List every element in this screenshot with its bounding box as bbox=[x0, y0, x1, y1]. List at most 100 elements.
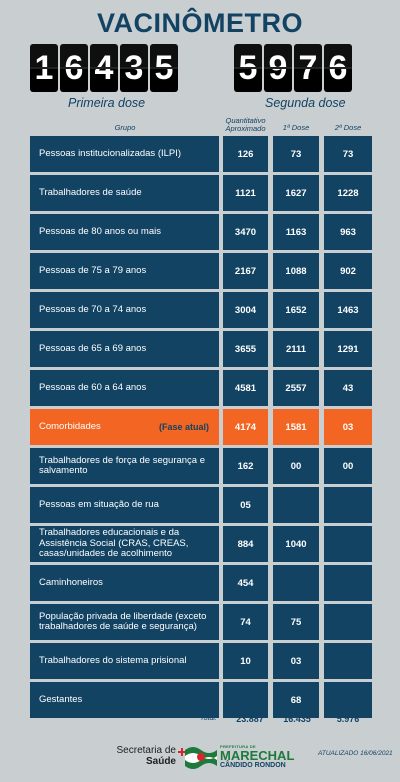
counter-digit: 7 bbox=[294, 44, 322, 92]
group-label-cell: População privada de liberdade (exceto t… bbox=[30, 604, 219, 640]
quantity-cell: 4174 bbox=[223, 409, 268, 445]
dose2-column-header: 2ª Dose bbox=[334, 123, 362, 132]
second-dose-cell bbox=[324, 682, 372, 718]
marechal-text: MARECHAL bbox=[220, 748, 295, 763]
first-dose-cell: 1627 bbox=[273, 175, 319, 211]
prefeitura-text: PREFEITURA DE bbox=[220, 744, 256, 749]
group-label: População privada de liberdade (exceto t… bbox=[39, 610, 207, 632]
quantity-cell: 3004 bbox=[223, 292, 268, 328]
group-label-cell: Comorbidades (Fase atual) bbox=[30, 409, 219, 445]
first-dose-cell: 1581 bbox=[273, 409, 319, 445]
group-label-cell: Trabalhadores do sistema prisional bbox=[30, 643, 219, 679]
second-dose-cell: 902 bbox=[324, 253, 372, 289]
first-dose-cell: 2557 bbox=[273, 370, 319, 406]
red-cross-icon bbox=[178, 748, 186, 756]
first-dose-cell: 03 bbox=[273, 643, 319, 679]
group-label-cell: Pessoas de 65 a 69 anos bbox=[30, 331, 219, 367]
group-label: Trabalhadores de força de segurança e sa… bbox=[39, 454, 206, 476]
counter-digit: 5 bbox=[234, 44, 262, 92]
counter-digit: 9 bbox=[264, 44, 292, 92]
first-dose-cell: 75 bbox=[273, 604, 319, 640]
table-row: Trabalhadores de força de segurança e sa… bbox=[30, 448, 372, 484]
first-dose-label: Primeira dose bbox=[68, 96, 146, 110]
first-dose-cell: 1040 bbox=[273, 526, 319, 562]
quantity-cell: 884 bbox=[223, 526, 268, 562]
table-row: População privada de liberdade (exceto t… bbox=[30, 604, 372, 640]
second-dose-cell: 03 bbox=[324, 409, 372, 445]
page-title: VACINÔMETRO bbox=[97, 8, 303, 38]
group-label-cell: Pessoas de 70 a 74 anos bbox=[30, 292, 219, 328]
secretaria-saude-logo: Secretaria de Saúde bbox=[110, 745, 176, 767]
first-dose-cell bbox=[273, 487, 319, 523]
quantity-cell: 4581 bbox=[223, 370, 268, 406]
group-label: Pessoas em situação de rua bbox=[39, 498, 159, 510]
group-column-header: Grupo bbox=[114, 123, 136, 132]
second-dose-cell: 963 bbox=[324, 214, 372, 250]
municipal-flag-icon bbox=[185, 747, 217, 769]
second-dose-cell bbox=[324, 487, 372, 523]
quantity-cell: 05 bbox=[223, 487, 268, 523]
quantity-cell: 3655 bbox=[223, 331, 268, 367]
quantity-cell bbox=[223, 682, 268, 718]
group-label-cell: Pessoas de 80 anos ou mais bbox=[30, 214, 219, 250]
first-dose-cell: 73 bbox=[273, 136, 319, 172]
second-dose-cell: 00 bbox=[324, 448, 372, 484]
first-dose-cell: 2111 bbox=[273, 331, 319, 367]
first-dose-cell: 1163 bbox=[273, 214, 319, 250]
footer: Secretaria de Saúde PREFEITURA DE MARECH… bbox=[0, 736, 400, 782]
group-label-cell: Pessoas de 75 a 79 anos bbox=[30, 253, 219, 289]
table-row: Pessoas de 70 a 74 anos 3004 1652 1463 bbox=[30, 292, 372, 328]
updated-date: ATUALIZADO 16/06/2021 bbox=[318, 750, 393, 757]
group-label: Pessoas de 60 a 64 anos bbox=[39, 381, 147, 393]
saude-text: Saúde bbox=[145, 756, 176, 767]
table-row: Pessoas de 75 a 79 anos 2167 1088 902 bbox=[30, 253, 372, 289]
total-label: Total: bbox=[200, 715, 217, 722]
group-label: Pessoas de 75 a 79 anos bbox=[39, 264, 147, 276]
group-label: Pessoas de 80 anos ou mais bbox=[39, 225, 161, 237]
counter-digit: 3 bbox=[120, 44, 148, 92]
quantity-header-line1: Quantitativo bbox=[225, 116, 266, 125]
second-dose-cell bbox=[324, 604, 372, 640]
group-label-cell: Caminhoneiros bbox=[30, 565, 219, 601]
table-row: Gestantes 68 bbox=[30, 682, 372, 718]
quantity-cell: 2167 bbox=[223, 253, 268, 289]
quantity-cell: 454 bbox=[223, 565, 268, 601]
total-quantity: 23.887 bbox=[236, 714, 264, 724]
table-row: Trabalhadores educacionais e da Assistên… bbox=[30, 526, 372, 562]
second-dose-label: Segunda dose bbox=[265, 96, 346, 110]
first-dose-cell: 1088 bbox=[273, 253, 319, 289]
group-label-cell: Trabalhadores de saúde bbox=[30, 175, 219, 211]
quantity-cell: 3470 bbox=[223, 214, 268, 250]
table-row: Pessoas de 80 anos ou mais 3470 1163 963 bbox=[30, 214, 372, 250]
second-dose-cell: 73 bbox=[324, 136, 372, 172]
table-row: Pessoas de 60 a 64 anos 4581 2557 43 bbox=[30, 370, 372, 406]
quantity-column-header: Quantitativo Aproximado bbox=[223, 117, 268, 133]
group-label: Pessoas de 65 a 69 anos bbox=[39, 342, 147, 354]
quantity-cell: 74 bbox=[223, 604, 268, 640]
group-label-cell: Pessoas em situação de rua bbox=[30, 487, 219, 523]
group-label: Pessoas institucionalizadas (ILPI) bbox=[39, 147, 182, 159]
group-label: Trabalhadores do sistema prisional bbox=[39, 654, 187, 666]
counter-digit: 6 bbox=[324, 44, 352, 92]
candido-rondon-text: CÂNDIDO RONDON bbox=[220, 762, 286, 769]
table-row: Trabalhadores do sistema prisional 10 03 bbox=[30, 643, 372, 679]
second-dose-cell: 1228 bbox=[324, 175, 372, 211]
group-label: Trabalhadores de saúde bbox=[39, 186, 142, 198]
group-label: Gestantes bbox=[39, 693, 83, 705]
second-dose-cell bbox=[324, 526, 372, 562]
quantity-cell: 10 bbox=[223, 643, 268, 679]
first-dose-cell: 1652 bbox=[273, 292, 319, 328]
prefeitura-logo: PREFEITURA DE MARECHAL CÂNDIDO RONDON bbox=[220, 744, 300, 769]
quantity-cell: 126 bbox=[223, 136, 268, 172]
dose1-column-header: 1ª Dose bbox=[282, 123, 310, 132]
group-label: Comorbidades bbox=[39, 420, 101, 432]
totals-row: Total: 23.887 16.435 5.976 bbox=[0, 714, 400, 728]
group-label-cell: Trabalhadores educacionais e da Assistên… bbox=[30, 526, 219, 562]
second-dose-cell: 43 bbox=[324, 370, 372, 406]
group-label-cell: Gestantes bbox=[30, 682, 219, 718]
first-dose-cell: 00 bbox=[273, 448, 319, 484]
total-second-dose: 5.976 bbox=[336, 714, 360, 724]
second-dose-cell: 1463 bbox=[324, 292, 372, 328]
